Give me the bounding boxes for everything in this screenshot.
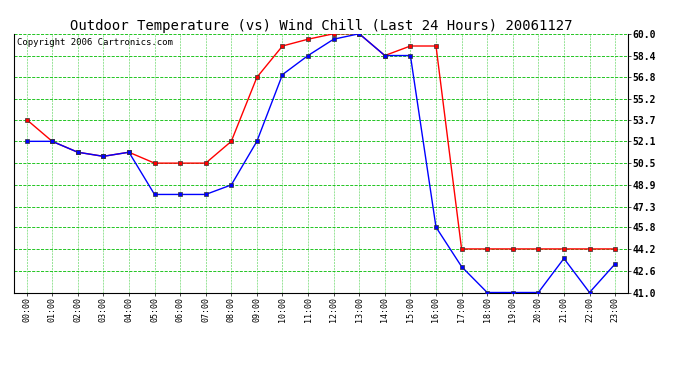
Title: Outdoor Temperature (vs) Wind Chill (Last 24 Hours) 20061127: Outdoor Temperature (vs) Wind Chill (Las… xyxy=(70,19,572,33)
Text: Copyright 2006 Cartronics.com: Copyright 2006 Cartronics.com xyxy=(17,38,172,46)
